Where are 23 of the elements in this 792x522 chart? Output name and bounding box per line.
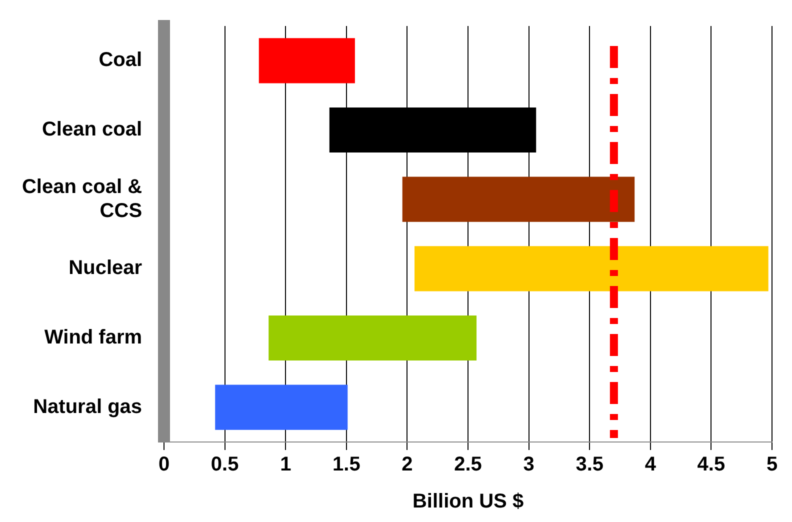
bar: [258, 38, 355, 84]
x-tick-label: 3: [523, 454, 534, 476]
bar: [268, 315, 477, 361]
x-tick-label: 2.5: [454, 454, 482, 476]
y-tick-label: Coal: [98, 49, 142, 72]
x-tick-label: 1: [280, 454, 292, 476]
x-tick-label: 0.5: [210, 454, 239, 476]
x-tick-label: 2: [402, 454, 413, 476]
bar: [215, 384, 348, 430]
x-tick-label: 0: [158, 454, 170, 476]
x-tick-label: 3.5: [576, 454, 604, 476]
x-tick-label: 5: [766, 454, 778, 476]
y-tick-label: Wind farm: [44, 326, 142, 349]
x-axis-title: Billion US $: [412, 490, 524, 513]
x-tick-label: 4.5: [697, 454, 726, 476]
bar: [414, 246, 768, 292]
y-tick-label: Clean coal & CCS: [22, 176, 142, 222]
x-tick-label: 4: [644, 454, 657, 476]
y-tick-label: Nuclear: [68, 257, 142, 280]
bar: [402, 176, 635, 222]
x-tick-label: 1.5: [332, 454, 360, 476]
y-tick-label: Clean coal: [42, 118, 142, 141]
y-tick-label: Natural gas: [33, 396, 142, 418]
